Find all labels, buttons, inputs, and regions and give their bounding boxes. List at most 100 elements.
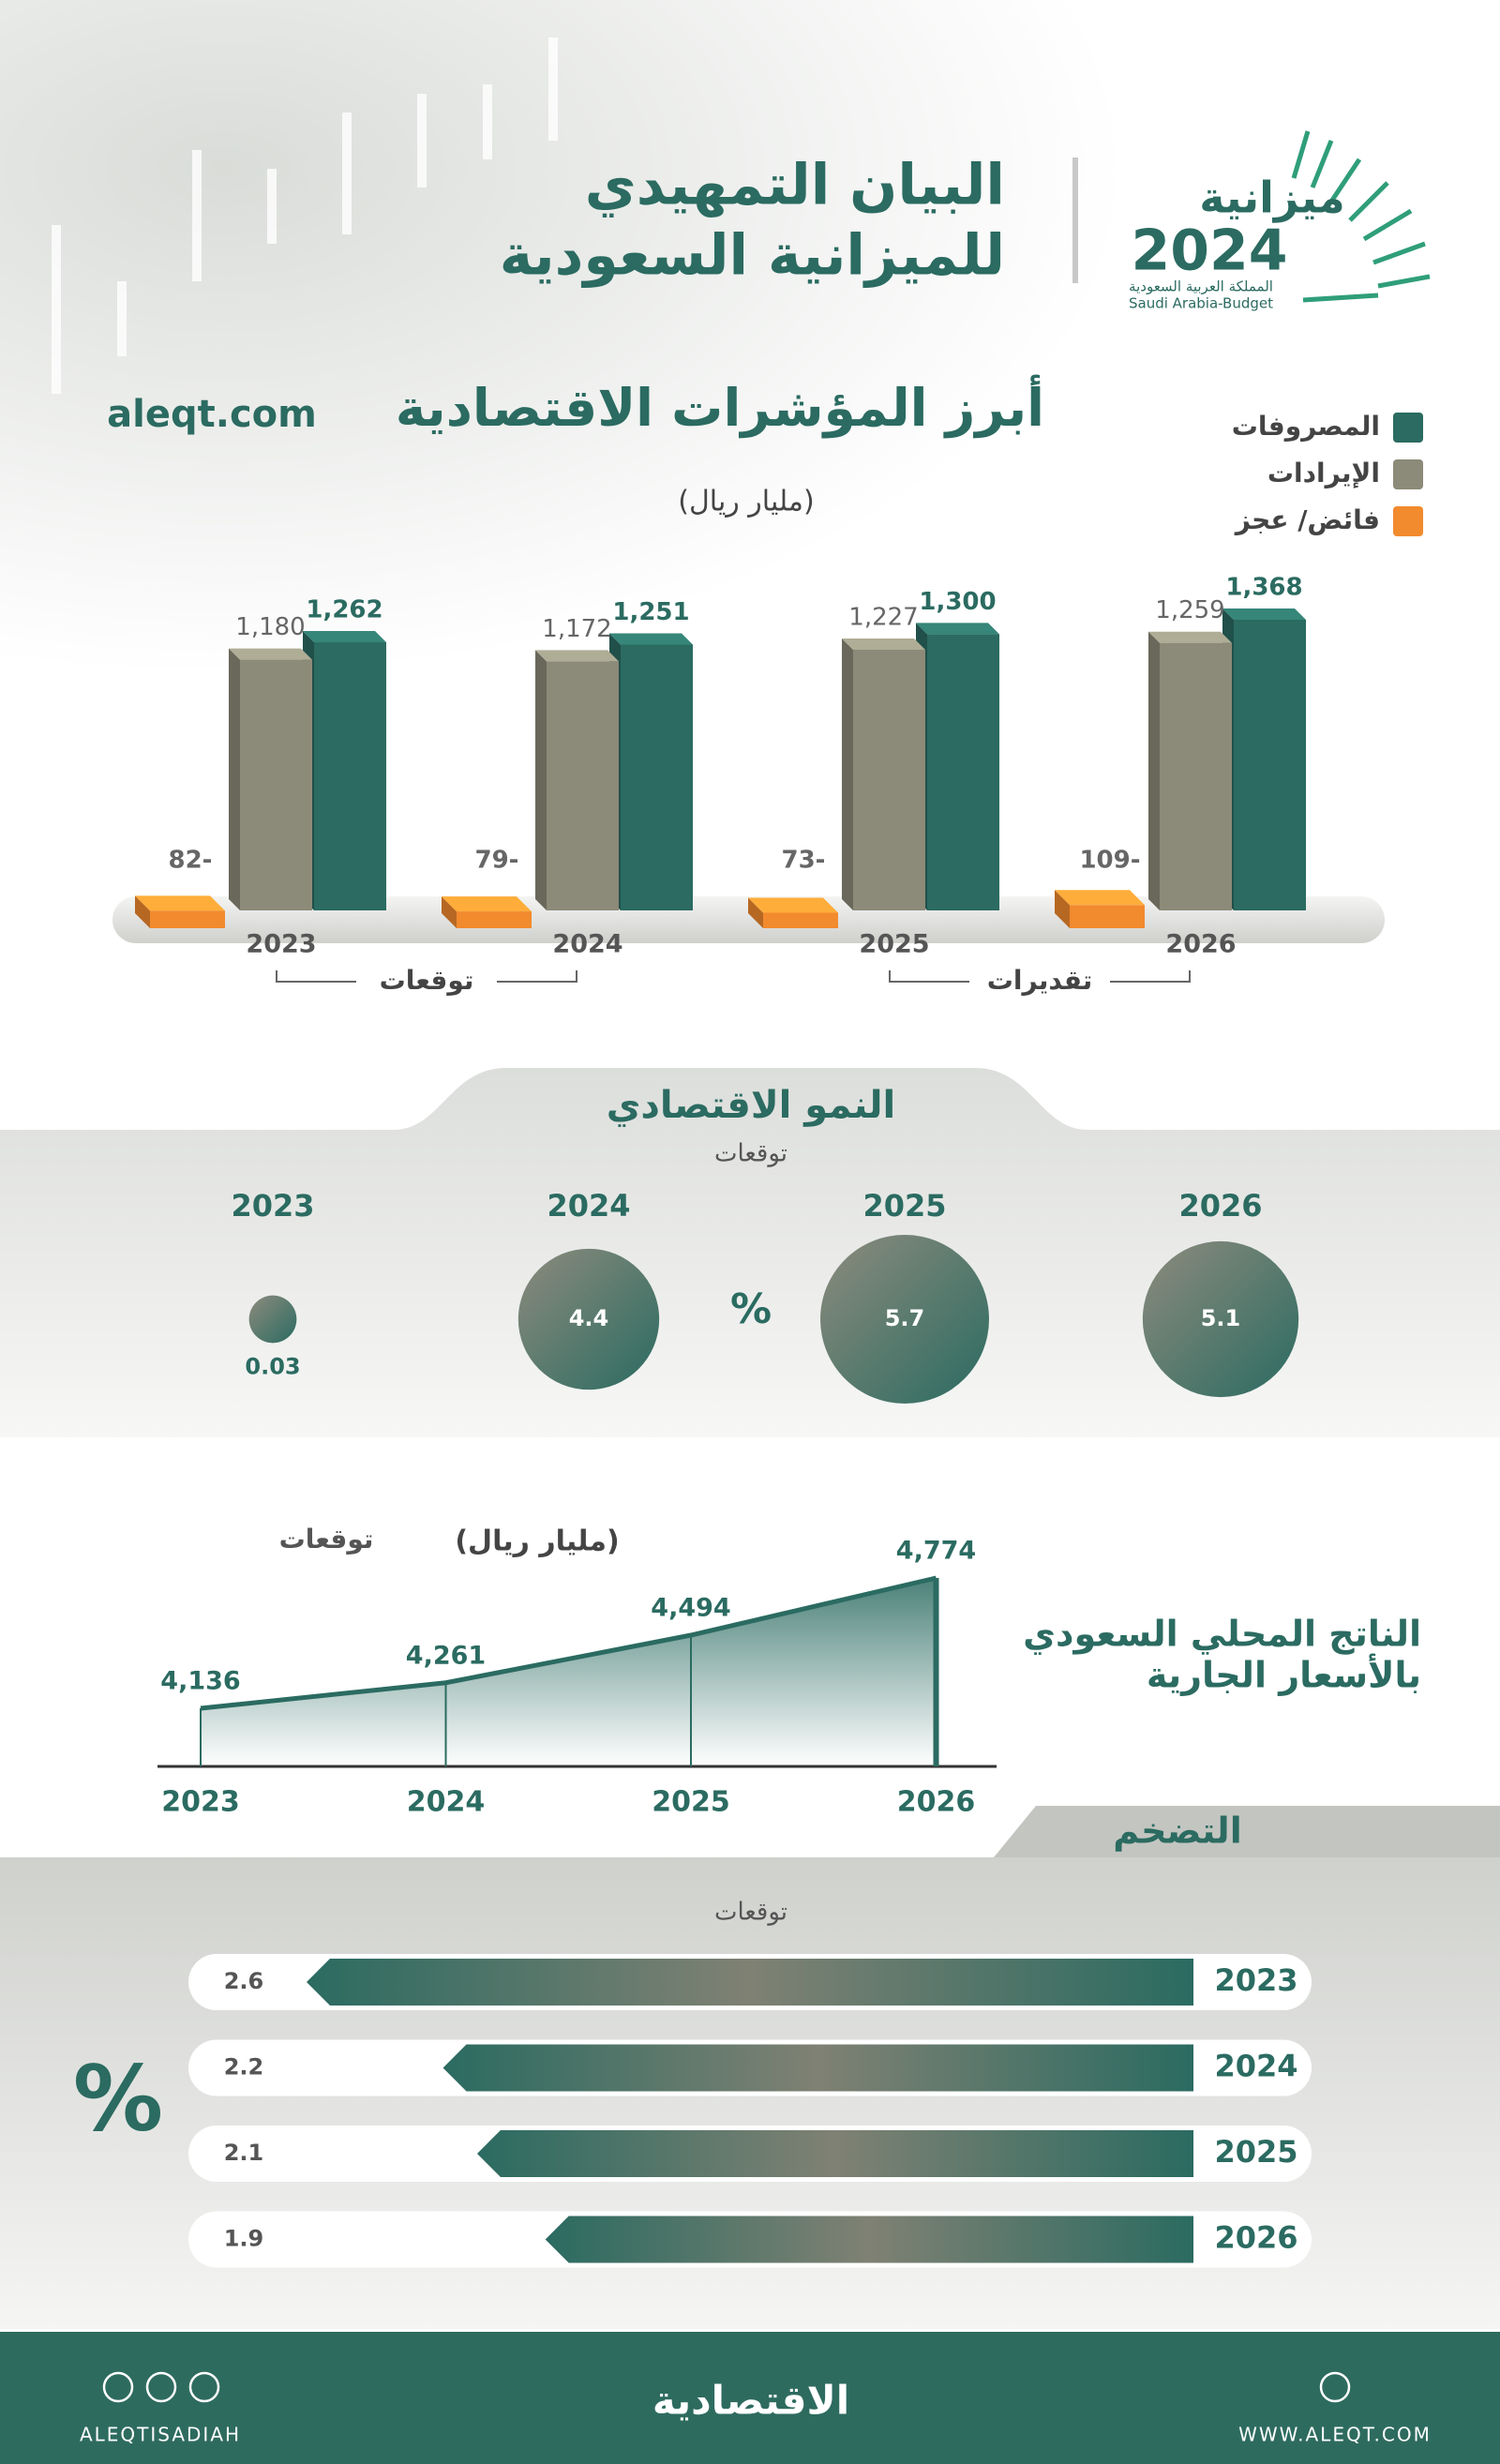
- y-tick-label: 2024: [1214, 2049, 1298, 2084]
- value-label: 4,261: [406, 1641, 486, 1670]
- unit-label: %: [730, 1285, 772, 1333]
- bar: [1234, 620, 1306, 910]
- bar: [853, 649, 925, 910]
- annotation: توقعات: [380, 965, 474, 996]
- value-label: 4,494: [651, 1594, 730, 1623]
- chart-title: التضخم: [1113, 1810, 1241, 1853]
- bar: [927, 634, 999, 910]
- bracket: [889, 970, 1191, 983]
- x-tick-label: 2024: [407, 1786, 486, 1819]
- value-label: 2.2: [224, 2054, 264, 2081]
- logo-year: 2024: [1132, 218, 1288, 284]
- value-label: 2.6: [224, 1968, 264, 1994]
- x-tick-label: 2026: [1165, 930, 1236, 959]
- legend-swatch: [1393, 506, 1423, 536]
- bubble: [248, 1295, 297, 1344]
- y-tick-label: 2023: [1214, 1962, 1298, 1998]
- value-label: 73-: [782, 847, 826, 875]
- bar: [1070, 905, 1145, 928]
- x-tick-label: 2023: [246, 930, 316, 959]
- social-icons: [102, 2371, 1351, 2403]
- x-tick-label: 2025: [652, 1786, 730, 1819]
- value-label: 5.7: [885, 1305, 925, 1331]
- header-title: للميزانية السعودية: [500, 223, 1005, 289]
- bar-side: [135, 895, 150, 928]
- value-label: 1,172: [542, 615, 611, 643]
- x-tick-label: 2023: [231, 1188, 314, 1224]
- value-label: 0.03: [245, 1353, 300, 1379]
- value-label: 1,300: [919, 588, 996, 616]
- logo-subtitle: المملكة العربية السعودية: [1129, 278, 1273, 295]
- bar: [150, 910, 225, 928]
- chart-subtitle: (مليار ريال): [678, 486, 814, 518]
- x-tick-label: 2023: [161, 1786, 240, 1819]
- bar: [1160, 642, 1232, 910]
- bar-top: [1055, 890, 1145, 906]
- chart-title: الناتج المحلي السعودي: [1023, 1614, 1421, 1655]
- bar-top: [442, 896, 532, 912]
- x-tick-label: 2025: [859, 930, 929, 959]
- bar: [442, 2044, 1193, 2092]
- value-label: 2.1: [224, 2140, 264, 2166]
- bar-top: [1222, 608, 1306, 620]
- footer-brand: الاقتصادية: [652, 2378, 849, 2424]
- bar-side: [535, 650, 547, 910]
- bar-side: [842, 638, 853, 910]
- annotation: توقعات: [279, 1524, 374, 1555]
- bar-top: [303, 631, 386, 643]
- bar-top: [1148, 631, 1232, 643]
- footer-website: WWW.ALEQT.COM: [1238, 2424, 1432, 2446]
- section-band: [0, 1068, 1500, 1437]
- value-label: 1,262: [306, 596, 382, 624]
- bar-top: [609, 633, 693, 645]
- legend-label: المصروفات: [1232, 411, 1380, 442]
- bar: [763, 912, 838, 928]
- bar-side: [1055, 890, 1070, 928]
- legend-swatch: [1393, 459, 1423, 489]
- legend-label: الإيرادات: [1268, 458, 1380, 488]
- value-label: 109-: [1079, 847, 1140, 875]
- bar-top: [135, 895, 225, 911]
- bar: [314, 642, 386, 910]
- value-label: 1.9: [224, 2226, 264, 2252]
- annotation: تقديرات: [987, 965, 1093, 996]
- chart-title: بالأسعار الجارية: [1147, 1653, 1421, 1696]
- footer-handle: ALEQTISADIAH: [80, 2424, 241, 2446]
- x-tick-label: 2026: [1178, 1188, 1262, 1224]
- bracket: [276, 970, 578, 983]
- decor-candles: [52, 38, 558, 394]
- x-tick-label: 2024: [552, 930, 622, 959]
- value-label: 1,251: [612, 598, 689, 626]
- bar-side: [442, 896, 457, 928]
- bar: [307, 1959, 1193, 2006]
- value-label: 4.4: [569, 1305, 609, 1331]
- chart-subtitle: توقعات: [714, 1140, 788, 1168]
- y-tick-label: 2026: [1214, 2220, 1298, 2256]
- footer-band: [0, 2332, 1500, 2464]
- bar-top: [229, 648, 312, 660]
- bar: [457, 911, 532, 928]
- legend-label: فائض/ عجز: [1234, 504, 1380, 535]
- area: [201, 1578, 937, 1766]
- section-tab: [994, 1806, 1500, 1857]
- x-tick-label: 2024: [547, 1188, 630, 1224]
- bar-top: [748, 897, 838, 913]
- value-label: 1,180: [235, 613, 305, 641]
- legend-swatch: [1393, 413, 1423, 443]
- value-label: 5.1: [1201, 1305, 1241, 1331]
- bubble: [518, 1248, 660, 1390]
- header-title: البيان التمهيدي: [585, 153, 1005, 218]
- value-label: 4,774: [896, 1537, 976, 1566]
- unit-label: %: [73, 2046, 163, 2151]
- bar: [621, 644, 693, 910]
- bar: [476, 2130, 1193, 2177]
- bar-top: [535, 650, 619, 662]
- bar-side: [229, 648, 240, 910]
- chart-subtitle: (مليار ريال): [455, 1525, 619, 1558]
- bar-side: [1148, 631, 1160, 910]
- bar: [240, 659, 312, 910]
- value-label: 1,227: [848, 603, 918, 631]
- chart-title: أبرز المؤشرات الاقتصادية: [396, 374, 1044, 439]
